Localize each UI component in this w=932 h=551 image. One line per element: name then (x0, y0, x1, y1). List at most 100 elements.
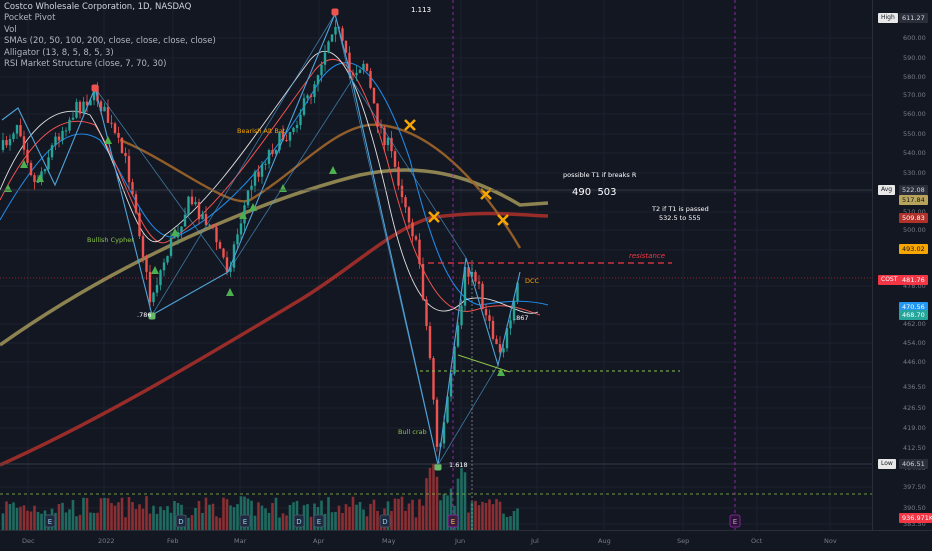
legend-alligator[interactable]: Alligator (13, 8, 5, 8, 5, 3) (4, 47, 114, 58)
candle-body (428, 326, 432, 359)
candle-body (239, 223, 243, 235)
volume-bar (449, 488, 453, 530)
legend-volume[interactable]: Vol (4, 24, 17, 35)
time-tick-label: Aug (598, 537, 611, 545)
volume-bar (365, 516, 369, 530)
volume-bar (306, 504, 309, 530)
harmonic-leg-line (334, 13, 499, 466)
candle-body (138, 212, 141, 237)
price-tick-label: 426.50 (903, 404, 926, 412)
candle-body (435, 399, 439, 447)
price-badge-label: Low (878, 459, 896, 469)
candle-body (299, 114, 302, 126)
sma-100-line (0, 168, 549, 347)
candle-body (495, 338, 498, 345)
candle-body (488, 315, 491, 321)
volume-bar (411, 499, 414, 530)
price-tick-label: 570.00 (903, 91, 926, 99)
candle-body (96, 86, 99, 102)
indicator-legend[interactable]: Costco Wholesale Corporation, 1D, NASDAQ… (4, 2, 216, 70)
volume-bar (435, 476, 439, 530)
event-marker-box (379, 514, 391, 528)
time-tick-label: Mar (234, 537, 247, 545)
candle-body (379, 126, 383, 128)
ratio-867-label: .867 (514, 314, 529, 322)
pocket-pivot-marker (239, 211, 247, 219)
candle-body (103, 106, 106, 112)
volume-bar (92, 512, 96, 530)
volume-bar (225, 499, 229, 530)
alligator-jaw-line (0, 62, 549, 306)
ratio-1618-label: 1.618 (449, 461, 468, 469)
candle-body (386, 137, 390, 146)
candle-body (358, 69, 362, 73)
time-axis[interactable]: Dec 2022 Feb Mar Apr May Jun Jul Aug Sep Oct Nov (0, 530, 932, 551)
volume-bar (278, 517, 281, 530)
volume-bar (71, 499, 75, 530)
candle-body (1, 140, 5, 150)
harmonic-support-line (457, 354, 511, 373)
volume-bar (348, 506, 351, 530)
candle-body (365, 63, 369, 71)
candle-body (78, 101, 82, 114)
legend-smas[interactable]: SMAs (20, 50, 100, 200, close, close, cl… (4, 36, 216, 47)
time-tick-label: Feb (167, 537, 179, 545)
volume-bar (477, 505, 481, 530)
event-marker-box (729, 514, 741, 528)
price-tick-label: 419.00 (903, 424, 926, 432)
price-tick-label: 600.00 (903, 34, 926, 42)
volume-bar (274, 497, 278, 530)
volume-bar (495, 499, 498, 530)
candle-body (369, 70, 372, 88)
time-tick-label: Sep (677, 537, 690, 545)
candle-body (85, 101, 89, 106)
volume-bar (512, 511, 516, 530)
harmonic-patterns (1, 12, 521, 466)
volume-bar (190, 515, 194, 530)
price-axis[interactable]: 600.00 590.00 580.00 570.00 560.00 550.00 540.… (872, 0, 932, 530)
legend-pocket-pivot[interactable]: Pocket Pivot (4, 13, 56, 24)
price-badge-label: High (878, 13, 898, 23)
volume-bar (397, 498, 400, 530)
volume-bar (12, 502, 15, 530)
candle-body (187, 196, 190, 215)
sma-lines (0, 50, 549, 467)
volume-bar (246, 498, 250, 530)
volume-bar (89, 512, 92, 530)
candle-body (110, 122, 113, 124)
volume-bar (309, 516, 313, 530)
event-marker-box (313, 514, 325, 528)
volume-bar (22, 505, 26, 530)
event-marker-letter: D (178, 518, 183, 526)
pocket-pivot-marker (36, 174, 44, 182)
target-x-marker (428, 211, 440, 223)
candle-body (127, 156, 131, 183)
volume-bar (467, 512, 470, 530)
time-tick-label: Nov (824, 537, 837, 545)
symbol-title[interactable]: Costco Wholesale Corporation, 1D, NASDAQ (4, 2, 192, 12)
ratio-786-label: .786 (137, 311, 152, 319)
volume-bar (64, 512, 68, 530)
candle-body (253, 171, 257, 186)
volume-bar (288, 504, 292, 530)
volume-bar (474, 500, 477, 530)
pattern-point-marker (148, 312, 156, 320)
volume-bar (432, 463, 435, 530)
candle-body (180, 226, 183, 233)
pocket-pivot-marker (151, 266, 159, 274)
candle-body (474, 271, 477, 282)
event-marker-letter: D (382, 518, 387, 526)
candle-body (362, 63, 365, 70)
bull-crab-label: Bull crab (398, 428, 427, 436)
legend-rsi-market-structure[interactable]: RSI Market Structure (close, 7, 70, 30) (4, 59, 167, 70)
volume-bar (204, 497, 208, 530)
candle-body (285, 140, 288, 142)
volume-bar (351, 496, 355, 530)
candle-body (463, 267, 467, 306)
candle-body (159, 270, 162, 286)
candle-body (64, 130, 68, 132)
candle-body (512, 301, 516, 321)
volume-bar (337, 505, 341, 530)
